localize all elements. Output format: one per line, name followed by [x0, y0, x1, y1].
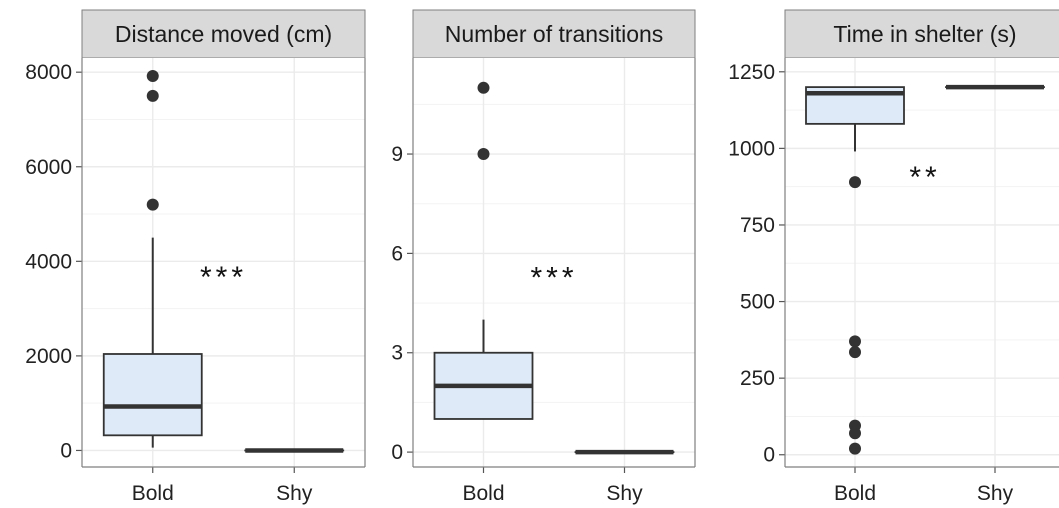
outlier-point: [146, 89, 159, 102]
y-tick-label: 2000: [25, 345, 72, 368]
panel-title: Distance moved (cm): [115, 21, 332, 47]
x-tick-label: Bold: [462, 482, 504, 505]
box-bold: [102, 69, 203, 448]
outlier-point: [849, 176, 861, 189]
y-tick-label: 6000: [25, 156, 72, 179]
y-tick-label: 9: [391, 143, 403, 166]
y-tick-label: 1000: [728, 137, 775, 160]
y-tick-label: 6: [391, 242, 403, 265]
strip-2: [412, 9, 696, 59]
outlier-point: [146, 69, 159, 82]
outlier-point: [146, 198, 159, 211]
y-tick-label: 3: [391, 342, 403, 365]
outlier-point: [849, 427, 861, 440]
y-tick-label: 500: [740, 291, 775, 314]
outlier-point: [849, 335, 861, 348]
panel-1: Distance moved (cm) 0 2000 4000 6000 8000 Bold…: [25, 9, 366, 505]
plot-background: [785, 58, 1059, 467]
significance-label: ***: [200, 261, 247, 294]
box-bold: [805, 86, 905, 455]
significance-label: **: [909, 161, 940, 194]
x-tick-label: Shy: [606, 482, 643, 505]
y-tick-label: 250: [740, 367, 775, 390]
box-iqr: [102, 353, 203, 437]
strip-1: [81, 9, 366, 59]
x-tick-label: Bold: [834, 482, 876, 505]
x-tick-label: Shy: [977, 482, 1014, 505]
outlier-point: [849, 442, 861, 455]
y-tick-label: 8000: [25, 61, 72, 84]
panel-3: Time in shelter (s) 0 250 500 750 1000 1250 Bol…: [728, 9, 1059, 505]
x-tick-label: Shy: [276, 482, 313, 505]
y-tick-label: 0: [60, 439, 72, 462]
y-tick-label: 1250: [728, 61, 775, 84]
strip-3: [784, 9, 1059, 59]
y-tick-label: 0: [391, 441, 403, 464]
outlier-point: [849, 346, 861, 359]
significance-label: ***: [530, 261, 577, 294]
y-tick-label: 750: [740, 214, 775, 237]
box-bold: [433, 81, 534, 420]
x-tick-label: Bold: [132, 482, 174, 505]
outlier-point: [477, 81, 490, 94]
y-tick-label: 0: [763, 444, 775, 467]
panel-2: Number of transitions 0 3 6 9 Bold Shy ***: [391, 9, 696, 505]
y-tick-label: 4000: [25, 250, 72, 273]
outlier-point: [477, 148, 490, 161]
panel-title: Time in shelter (s): [833, 21, 1016, 47]
panel-title: Number of transitions: [445, 21, 664, 47]
